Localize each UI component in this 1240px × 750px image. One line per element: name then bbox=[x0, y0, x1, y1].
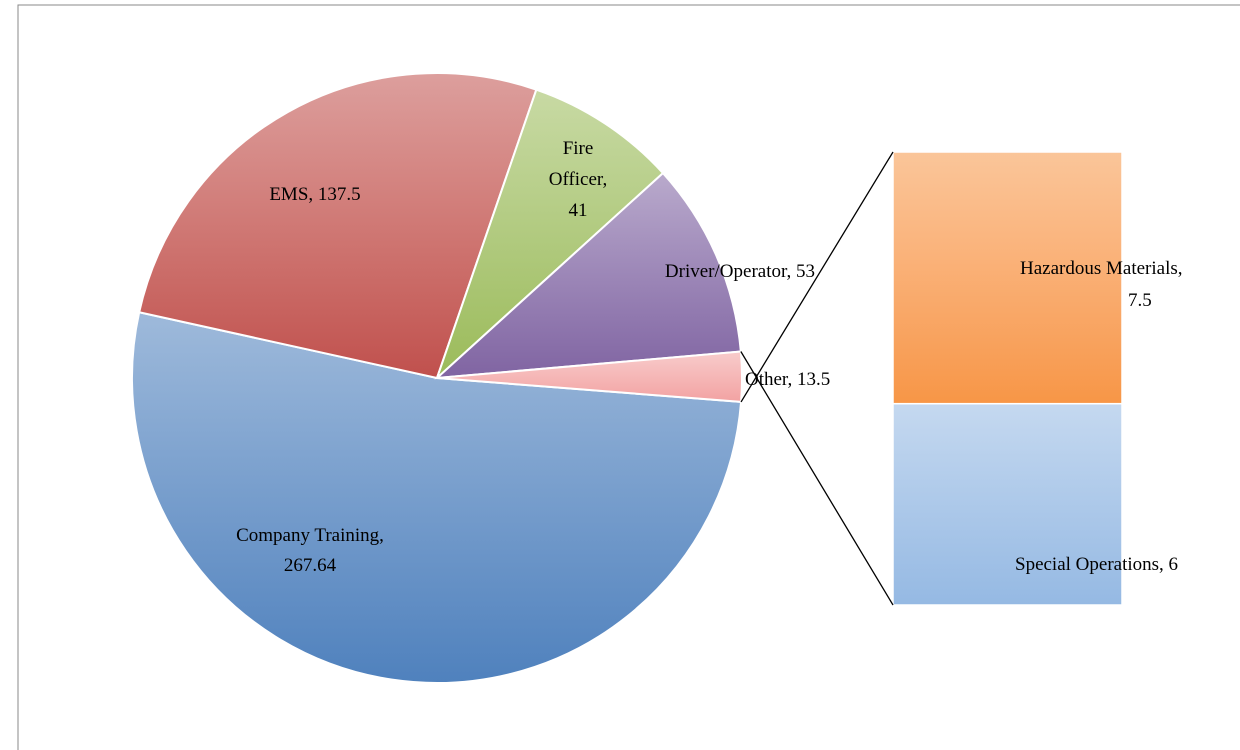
connector-line bbox=[740, 151, 894, 403]
chart-frame bbox=[17, 4, 1240, 750]
bar-segment bbox=[892, 402, 1123, 606]
pie-slice bbox=[434, 171, 742, 380]
connector-line bbox=[740, 351, 894, 606]
data-label: Hazardous Materials, 7.5 bbox=[1020, 258, 1183, 311]
pie-slice bbox=[436, 88, 665, 379]
data-label: Other, 13.5 bbox=[745, 369, 830, 390]
data-label: Fire Officer, 41 bbox=[549, 138, 608, 221]
bar-segment bbox=[892, 151, 1123, 405]
data-label: EMS, 137.5 bbox=[269, 184, 360, 205]
pie-slice bbox=[131, 311, 743, 684]
data-label: Company Training, 267.64 bbox=[236, 525, 384, 576]
pie-slice bbox=[137, 72, 538, 380]
data-label: Driver/Operator, 53 bbox=[665, 261, 815, 282]
data-label: Special Operations, 6 bbox=[1015, 554, 1178, 575]
